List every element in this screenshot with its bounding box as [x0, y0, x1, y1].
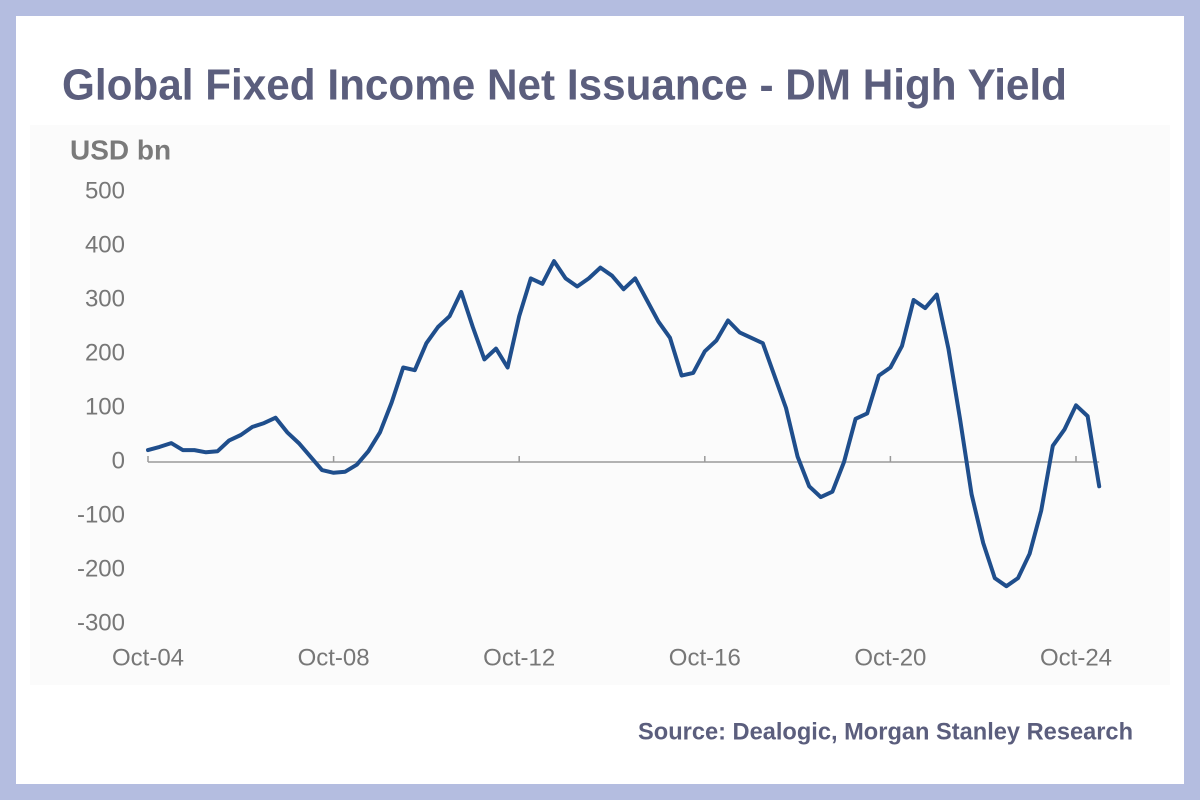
y-tick-label: 200	[85, 339, 125, 366]
x-tick-label: Oct-08	[298, 644, 370, 671]
y-tick-label: -300	[77, 609, 125, 636]
x-tick-label: Oct-16	[669, 644, 741, 671]
x-tick-label: Oct-04	[112, 644, 184, 671]
source: Source: Dealogic, Morgan Stanley Researc…	[638, 718, 1133, 745]
x-tick-label: Oct-24	[1040, 644, 1112, 671]
x-tick-label: Oct-12	[483, 644, 555, 671]
data-line	[146, 259, 1102, 589]
y-tick-label: 400	[85, 231, 125, 258]
y-tick-label: 500	[85, 177, 125, 204]
y-tick-label: 0	[112, 447, 125, 474]
y-axis-label: USD bn	[70, 134, 171, 165]
x-tick-label: Oct-20	[854, 644, 926, 671]
y-tick-label: -100	[77, 501, 125, 528]
y-tick-label: 100	[85, 393, 125, 420]
y-tick-label: 300	[85, 285, 125, 312]
plot-background	[30, 125, 1170, 685]
y-tick-label: -200	[77, 555, 125, 582]
chart-title: Global Fixed Income Net Issuance - DM Hi…	[62, 61, 1067, 110]
